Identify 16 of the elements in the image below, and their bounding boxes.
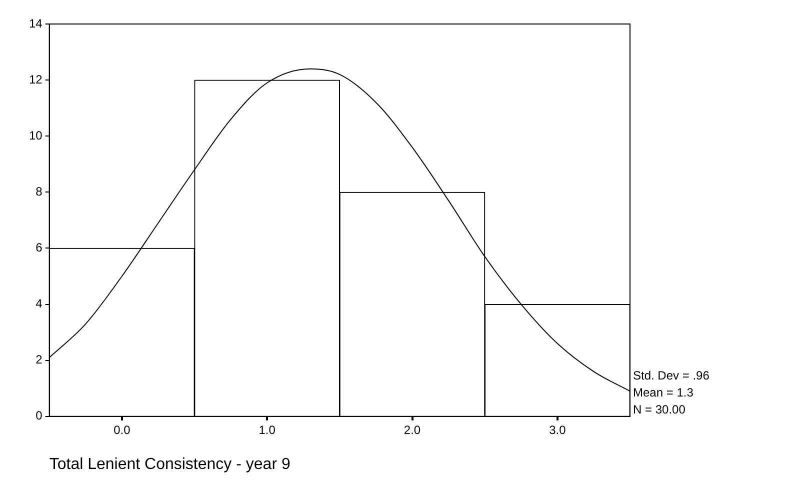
y-tick-label: 2	[36, 352, 43, 367]
x-tick-label: 1.0	[258, 422, 276, 437]
x-tick-label: 0.0	[114, 422, 131, 437]
text: Std. Dev = .96	[633, 368, 710, 383]
y-tick-label: 10	[28, 128, 43, 142]
text: N = 30.00	[633, 402, 686, 417]
y-tick-label: 0	[36, 408, 43, 423]
y-tick-label: 14	[28, 16, 43, 30]
y-tick-label: 4	[36, 296, 43, 311]
y-tick-label: 12	[28, 72, 43, 86]
x-tick-label: 2.0	[404, 422, 421, 437]
y-tick-label: 6	[36, 240, 43, 255]
x-axis-title: Total Lenient Consistency - year 9	[49, 456, 290, 473]
y-tick-label: 8	[36, 184, 43, 198]
text: Mean = 1.3	[633, 386, 694, 400]
x-tick-label: 3.0	[549, 422, 566, 437]
